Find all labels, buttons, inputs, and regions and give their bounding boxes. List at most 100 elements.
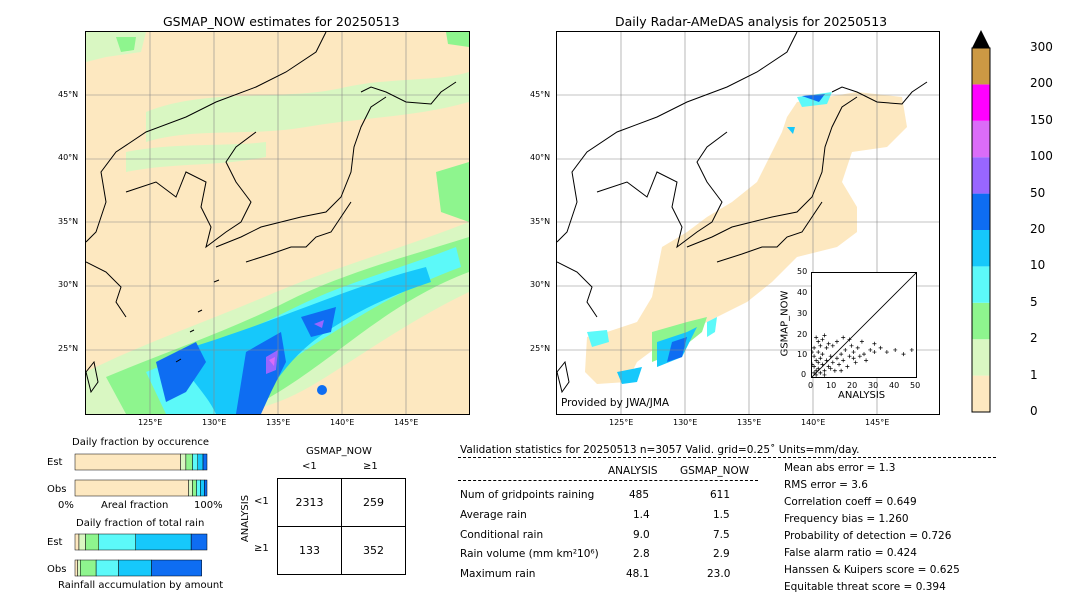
occurrence-chart (74, 453, 208, 497)
colorbar-segment (972, 193, 990, 230)
stat-label: Rain volume (mm km²10⁶) (460, 548, 599, 560)
accumulation-footer: Rainfall accumulation by amount (58, 580, 224, 591)
validation-subdivider (458, 480, 758, 481)
scatter-point (893, 347, 898, 352)
colorbar-segment (972, 266, 990, 303)
scatter-ytick: 40 (797, 288, 808, 297)
accumulation-obs-label: Obs (47, 564, 67, 575)
scatter-point (812, 370, 817, 375)
left-lat-40: 40°N (58, 153, 79, 162)
gsmap-precip-field (86, 32, 469, 414)
right-lat-35: 35°N (530, 217, 551, 226)
stat-analysis: 2.8 (633, 548, 650, 560)
scatter-point (810, 350, 814, 355)
scatter-point (872, 350, 877, 355)
stat-analysis: 485 (629, 489, 650, 501)
colorbar-tick-label: 0 (1030, 404, 1038, 418)
scatter-point (814, 358, 819, 363)
scatter-inset (810, 272, 917, 378)
stacked-bar-segment (197, 453, 204, 471)
left-lat-30: 30°N (58, 280, 79, 289)
stacked-bar-segment (185, 453, 193, 471)
right-lon-140: 140°E (801, 418, 826, 427)
occurrence-title: Daily fraction by occurence (72, 437, 210, 448)
colorbar-segment (972, 48, 990, 85)
gsmap-map (85, 31, 470, 415)
occurrence-axis-right: 100% (194, 500, 223, 511)
scatter-ytick: 20 (797, 330, 808, 339)
left-lat-45: 45°N (58, 90, 79, 99)
scatter-point (828, 354, 833, 359)
scatter-point (849, 343, 854, 348)
scatter-point (810, 362, 814, 367)
left-lon-145: 145°E (394, 418, 419, 427)
stacked-bar-segment (74, 533, 80, 551)
scatter-point (841, 358, 846, 363)
stat-gsmap: 611 (710, 489, 731, 501)
score-line: Frequency bias = 1.260 (784, 513, 909, 525)
score-line: Equitable threat score = 0.394 (784, 581, 946, 593)
stacked-bar-segment (151, 559, 202, 577)
left-coastline (86, 32, 457, 394)
scatter-xtick: 30 (868, 381, 879, 390)
scatter-point (851, 350, 856, 355)
stacked-bar-segment (192, 479, 197, 497)
colorbar-tick-label: 20 (1030, 222, 1046, 236)
accumulation-title: Daily fraction of total rain (76, 518, 205, 529)
colorbar (971, 30, 991, 413)
one-to-one-line (811, 272, 917, 378)
scatter-xlabel: ANALYSIS (838, 390, 886, 401)
scatter-point (826, 341, 831, 346)
stacked-bar-segment (180, 453, 187, 471)
stat-analysis: 48.1 (626, 568, 650, 580)
right-lat-40: 40°N (530, 153, 551, 162)
left-lon-135: 135°E (266, 418, 291, 427)
scatter-point (814, 372, 819, 377)
scatter-point (828, 366, 833, 371)
colorbar-tick-label: 5 (1030, 294, 1038, 309)
validation-col-gsmap: GSMAP_NOW (680, 465, 750, 477)
contingency-col-ge1: ≥1 (363, 461, 378, 472)
scatter-point (878, 345, 883, 350)
scatter-point (834, 339, 839, 344)
colorbar-tick-label: 100 (1030, 149, 1053, 164)
stat-label: Conditional rain (460, 529, 544, 541)
radar-precip-field (557, 32, 939, 414)
stacked-bar-segment (80, 559, 97, 577)
score-line: RMS error = 3.6 (784, 479, 868, 491)
contingency-cell: 2313 (277, 478, 342, 527)
contingency-row-header: ANALYSIS (240, 494, 252, 543)
contingency-cell: 352 (341, 526, 406, 575)
stacked-bar-segment (192, 453, 199, 471)
stacked-bar-segment (74, 559, 78, 577)
scatter-ytick: 50 (797, 267, 808, 276)
scatter-point (826, 364, 831, 369)
stacked-bar-segment (98, 533, 136, 551)
right-lat-30: 30°N (530, 280, 551, 289)
scatter-ytick: 30 (797, 309, 808, 318)
right-lon-130: 130°E (673, 418, 698, 427)
scatter-point (814, 335, 819, 340)
contingency-cell: 133 (277, 526, 342, 575)
scatter-point (845, 364, 850, 369)
scatter-point (830, 360, 835, 365)
left-graticule (86, 32, 469, 414)
contingency-row-ge1: ≥1 (254, 543, 269, 554)
stacked-bar-segment (200, 479, 205, 497)
stat-gsmap: 23.0 (707, 568, 731, 580)
scatter-ylabel: GSMAP_NOW (779, 290, 791, 357)
scatter-point (824, 358, 829, 363)
colorbar-tick-label: 200 (1030, 76, 1053, 91)
scatter-point (830, 343, 835, 348)
scatter-point (822, 372, 827, 377)
stacked-bar-segment (196, 479, 201, 497)
occurrence-est-label: Est (47, 457, 63, 468)
stat-analysis: 9.0 (633, 529, 650, 541)
scatter-point (847, 354, 852, 359)
contingency-row-lt1: <1 (254, 496, 269, 507)
scatter-xtick: 40 (889, 381, 900, 390)
colorbar-tick-label: 10 (1030, 258, 1046, 273)
right-lon-135: 135°E (737, 418, 762, 427)
colorbar-segment (972, 375, 990, 412)
colorbar-extend-arrow (972, 30, 990, 48)
